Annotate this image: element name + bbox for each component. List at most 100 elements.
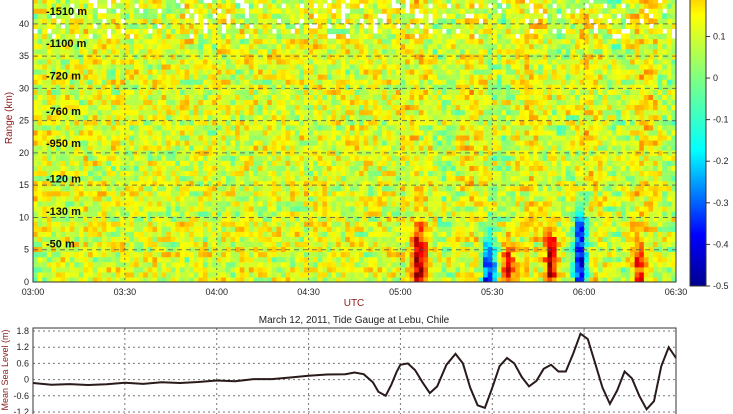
heatmap-cell — [230, 129, 236, 136]
heatmap-cell — [345, 185, 351, 192]
heatmap-cell — [111, 48, 117, 55]
heatmap-cell — [235, 231, 241, 237]
heatmap-cell — [106, 241, 112, 248]
heatmap-cell — [253, 145, 259, 151]
heatmap-cell — [157, 119, 163, 126]
heatmap-cell — [111, 175, 117, 182]
heatmap-cell — [441, 190, 447, 197]
heatmap-cell — [170, 246, 176, 253]
heatmap-cell — [299, 94, 305, 101]
heatmap-cell — [230, 38, 236, 45]
heatmap-cell — [198, 271, 204, 278]
heatmap-cell — [276, 271, 282, 278]
heatmap-cell — [372, 134, 379, 141]
heatmap-cell — [134, 155, 140, 161]
heatmap-cell — [405, 170, 411, 177]
heatmap-cell — [106, 180, 112, 187]
heatmap-cell — [129, 114, 135, 121]
heatmap-cell — [372, 3, 379, 9]
heatmap-cell — [331, 251, 337, 258]
heatmap-cell — [258, 216, 264, 222]
heatmap-cell — [432, 150, 438, 156]
heatmap-cell — [409, 180, 415, 187]
heatmap-cell — [441, 236, 447, 243]
heatmap-cell — [248, 241, 255, 248]
heatmap-cell — [74, 23, 80, 30]
heatmap-cell — [235, 43, 241, 50]
heatmap-cell — [46, 241, 52, 248]
heatmap-cell — [281, 28, 287, 35]
heatmap-cell — [74, 256, 80, 263]
heatmap-cell — [299, 165, 305, 172]
heatmap-cell — [290, 119, 296, 126]
heatmap-cell — [212, 69, 218, 75]
heatmap-cell — [386, 216, 392, 222]
heatmap-cell — [405, 216, 411, 222]
heatmap-cell — [69, 129, 75, 136]
heatmap-cell — [345, 266, 351, 273]
heatmap-cell — [239, 271, 245, 278]
heatmap-cell — [427, 84, 434, 90]
heatmap-cell — [106, 119, 112, 126]
heatmap-cell — [395, 251, 402, 258]
heatmap-cell — [326, 3, 333, 9]
heatmap-cell — [83, 53, 89, 60]
heatmap-cell — [427, 170, 434, 177]
heatmap-cell — [409, 195, 415, 202]
heatmap-cell — [359, 89, 365, 95]
heatmap-cell — [202, 221, 209, 227]
heatmap-cell — [427, 99, 434, 106]
heatmap-cell — [405, 48, 411, 55]
heatmap-cell — [198, 216, 204, 222]
heatmap-cell — [400, 58, 406, 65]
heatmap-cell — [423, 28, 429, 35]
heatmap-cell — [175, 140, 181, 146]
heatmap-cell — [138, 69, 144, 75]
heatmap-cell — [244, 190, 250, 197]
heatmap-cell — [258, 43, 264, 50]
heatmap-cell — [124, 185, 131, 192]
heatmap-cell — [359, 74, 365, 80]
heatmap-cell — [161, 195, 167, 202]
heatmap-cell — [189, 216, 195, 222]
heatmap-cell — [331, 271, 337, 278]
heatmap-cell — [400, 140, 406, 146]
heatmap-cell — [60, 160, 66, 166]
heatmap-cell — [405, 180, 411, 187]
heatmap-cell — [198, 261, 204, 268]
heatmap-cell — [267, 79, 273, 85]
heatmap-cell — [239, 38, 245, 45]
heatmap-cell — [74, 63, 80, 70]
heatmap-cell — [147, 94, 154, 101]
heatmap-cell — [290, 3, 296, 9]
heatmap-cell — [189, 124, 195, 131]
heatmap-cell — [248, 84, 255, 90]
heatmap-cell — [235, 94, 241, 101]
heatmap-cell — [120, 226, 126, 232]
heatmap-cell — [120, 145, 126, 151]
heatmap-cell — [326, 211, 333, 217]
heatmap-cell — [271, 23, 278, 30]
heatmap-cell — [326, 94, 333, 101]
heatmap-cell — [207, 38, 213, 45]
heatmap-cell — [414, 104, 420, 111]
heatmap-cell — [391, 89, 397, 95]
heatmap-cell — [294, 236, 300, 243]
heatmap-cell — [423, 276, 429, 282]
heatmap-cell — [33, 211, 39, 217]
heatmap-cell — [386, 134, 392, 141]
heatmap-cell — [331, 200, 337, 207]
heatmap-cell — [248, 251, 255, 258]
heatmap-cell — [294, 28, 300, 35]
heatmap-cell — [51, 134, 57, 141]
heatmap-cell — [446, 23, 452, 30]
heatmap-cell — [294, 63, 300, 70]
heatmap-cell — [216, 94, 222, 101]
heatmap-cell — [395, 211, 402, 217]
heatmap-cell — [391, 140, 397, 146]
heatmap-cell — [106, 99, 112, 106]
heatmap-cell — [349, 231, 356, 237]
heatmap-cell — [157, 63, 163, 70]
heatmap-cell — [37, 99, 43, 106]
heatmap-cell — [189, 140, 195, 146]
